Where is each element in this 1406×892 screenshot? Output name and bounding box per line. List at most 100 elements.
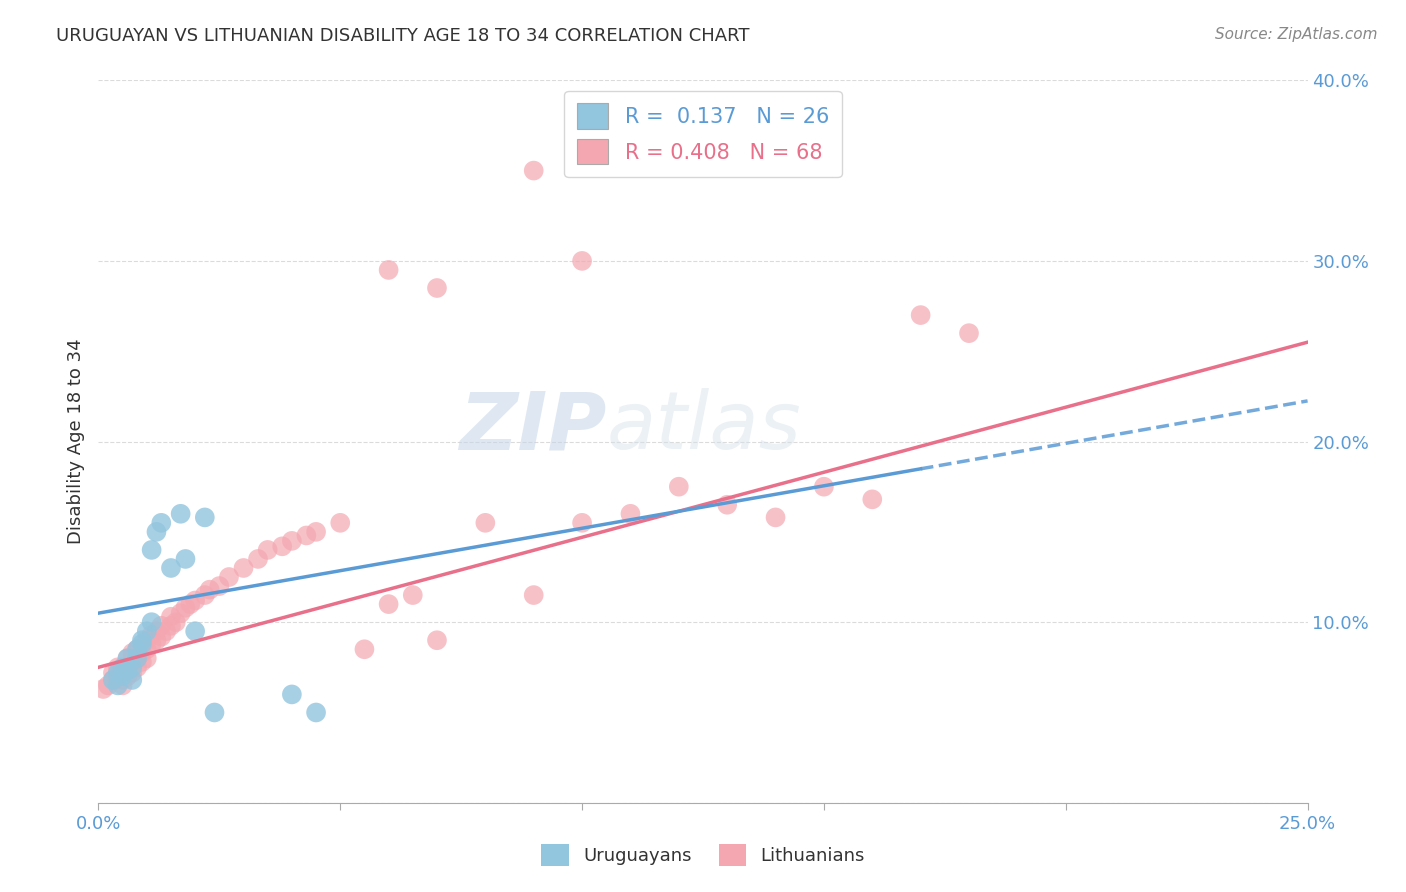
Point: [131, 637, 153, 651]
Point: [91, 681, 114, 696]
Point: [121, 673, 143, 687]
Point: [198, 582, 221, 597]
Point: [101, 673, 124, 687]
Legend: Uruguayans, Lithuanians: Uruguayans, Lithuanians: [534, 837, 872, 873]
Point: [127, 660, 149, 674]
Point: [131, 655, 153, 669]
Point: [910, 308, 932, 322]
Point: [208, 579, 231, 593]
Point: [155, 624, 177, 639]
Point: [194, 588, 217, 602]
Point: [165, 615, 187, 630]
Y-axis label: Disability Age 18 to 34: Disability Age 18 to 34: [66, 339, 84, 544]
Point: [329, 516, 352, 530]
Point: [150, 619, 173, 633]
Point: [131, 646, 153, 660]
Text: ZIP: ZIP: [458, 388, 606, 467]
Point: [111, 664, 134, 678]
Point: [121, 646, 143, 660]
Point: [135, 651, 157, 665]
Point: [141, 615, 163, 630]
Point: [184, 593, 207, 607]
Point: [619, 507, 641, 521]
Point: [305, 706, 328, 720]
Point: [765, 510, 787, 524]
Point: [127, 642, 149, 657]
Point: [305, 524, 328, 539]
Point: [571, 516, 593, 530]
Point: [145, 524, 167, 539]
Point: [160, 609, 183, 624]
Point: [107, 665, 129, 680]
Point: [111, 678, 134, 692]
Point: [141, 542, 163, 557]
Point: [523, 588, 546, 602]
Point: [97, 678, 120, 692]
Point: [256, 542, 278, 557]
Point: [121, 655, 143, 669]
Point: [271, 539, 294, 553]
Point: [169, 507, 191, 521]
Point: [160, 561, 183, 575]
Point: [281, 687, 304, 701]
Point: [117, 651, 139, 665]
Point: [402, 588, 425, 602]
Point: [232, 561, 254, 575]
Point: [135, 624, 157, 639]
Point: [111, 669, 134, 683]
Point: [141, 637, 163, 651]
Point: [117, 651, 139, 665]
Point: [145, 624, 167, 639]
Point: [121, 665, 143, 680]
Point: [111, 673, 134, 687]
Point: [145, 633, 167, 648]
Point: [377, 597, 399, 611]
Point: [107, 678, 129, 692]
Point: [121, 660, 143, 674]
Point: [860, 492, 883, 507]
Point: [127, 642, 149, 657]
Point: [295, 528, 318, 542]
Point: [204, 706, 226, 720]
Point: [179, 597, 201, 611]
Point: [111, 660, 134, 674]
Point: [174, 600, 197, 615]
Point: [523, 163, 546, 178]
Point: [813, 480, 835, 494]
Point: [101, 673, 124, 687]
Point: [101, 665, 124, 680]
Point: [474, 516, 496, 530]
Point: [150, 630, 173, 644]
Point: [117, 664, 139, 678]
Point: [247, 552, 270, 566]
Point: [426, 633, 449, 648]
Point: [135, 633, 157, 648]
Point: [169, 606, 191, 620]
Point: [426, 281, 449, 295]
Point: [377, 263, 399, 277]
Point: [141, 628, 163, 642]
Text: Source: ZipAtlas.com: Source: ZipAtlas.com: [1215, 27, 1378, 42]
Point: [194, 510, 217, 524]
Point: [174, 552, 197, 566]
Point: [135, 642, 157, 657]
Point: [716, 498, 738, 512]
Point: [668, 480, 690, 494]
Point: [117, 669, 139, 683]
Text: URUGUAYAN VS LITHUANIAN DISABILITY AGE 18 TO 34 CORRELATION CHART: URUGUAYAN VS LITHUANIAN DISABILITY AGE 1…: [56, 27, 749, 45]
Text: atlas: atlas: [606, 388, 801, 467]
Point: [571, 254, 593, 268]
Point: [107, 669, 129, 683]
Point: [160, 619, 183, 633]
Point: [957, 326, 980, 340]
Point: [127, 651, 149, 665]
Point: [218, 570, 240, 584]
Point: [107, 660, 129, 674]
Point: [184, 624, 207, 639]
Point: [353, 642, 375, 657]
Point: [117, 660, 139, 674]
Point: [131, 633, 153, 648]
Point: [127, 651, 149, 665]
Point: [281, 533, 304, 548]
Point: [150, 516, 173, 530]
